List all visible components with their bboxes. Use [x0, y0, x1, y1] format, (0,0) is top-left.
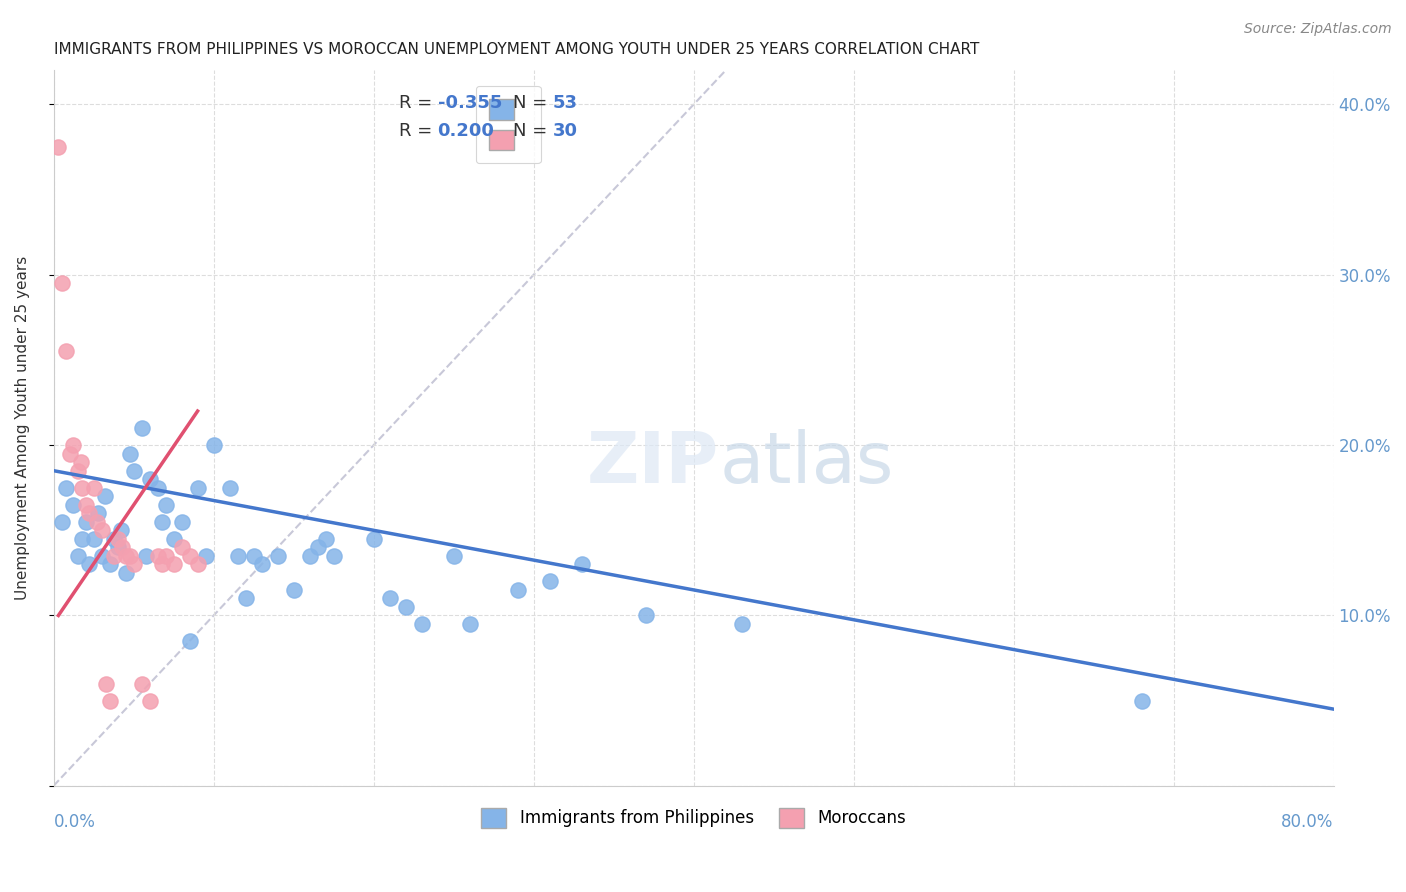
Point — [110, 524, 132, 538]
Point — [55, 481, 77, 495]
Point — [242, 549, 264, 563]
Point — [162, 558, 184, 572]
Point — [72, 532, 94, 546]
Point — [394, 599, 416, 614]
Point — [66, 549, 89, 563]
Text: R =: R = — [399, 122, 437, 140]
Point — [90, 549, 112, 563]
Y-axis label: Unemployment Among Youth under 25 years: Unemployment Among Youth under 25 years — [15, 256, 30, 600]
Text: 0.0%: 0.0% — [53, 813, 96, 831]
Point — [87, 506, 110, 520]
Point — [122, 464, 145, 478]
Point — [1130, 693, 1153, 707]
Text: 80.0%: 80.0% — [1281, 813, 1334, 831]
Point — [458, 617, 481, 632]
Point — [179, 634, 201, 648]
Point — [179, 549, 201, 563]
Text: N =: N = — [513, 122, 553, 140]
Point — [135, 549, 157, 563]
Point — [122, 558, 145, 572]
Point — [120, 447, 142, 461]
Text: 0.200: 0.200 — [437, 122, 495, 140]
Text: 30: 30 — [553, 122, 578, 140]
Point — [107, 532, 129, 546]
Point — [96, 676, 118, 690]
Point — [315, 532, 337, 546]
Text: atlas: atlas — [720, 429, 894, 499]
Point — [194, 549, 217, 563]
Point — [98, 693, 121, 707]
Point — [235, 591, 257, 606]
Point — [152, 558, 174, 572]
Point — [250, 558, 273, 572]
Point — [363, 532, 385, 546]
Point — [59, 447, 82, 461]
Point — [571, 558, 593, 572]
Point — [138, 472, 160, 486]
Point — [48, 140, 70, 154]
Point — [72, 481, 94, 495]
Point — [155, 498, 177, 512]
Point — [298, 549, 321, 563]
Point — [266, 549, 288, 563]
Point — [730, 617, 752, 632]
Point — [51, 277, 73, 291]
Point — [51, 515, 73, 529]
Point — [411, 617, 433, 632]
Point — [90, 524, 112, 538]
Point — [75, 498, 97, 512]
Point — [283, 582, 305, 597]
Point — [218, 481, 240, 495]
Text: Source: ZipAtlas.com: Source: ZipAtlas.com — [1244, 22, 1392, 37]
Point — [103, 532, 125, 546]
Point — [170, 515, 193, 529]
Point — [103, 549, 125, 563]
Point — [162, 532, 184, 546]
Point — [226, 549, 249, 563]
Point — [69, 455, 91, 469]
Point — [138, 693, 160, 707]
Text: IMMIGRANTS FROM PHILIPPINES VS MOROCCAN UNEMPLOYMENT AMONG YOUTH UNDER 25 YEARS : IMMIGRANTS FROM PHILIPPINES VS MOROCCAN … — [53, 42, 979, 57]
Point — [120, 549, 142, 563]
Legend: Immigrants from Philippines, Moroccans: Immigrants from Philippines, Moroccans — [475, 801, 912, 835]
Point — [98, 558, 121, 572]
Point — [146, 481, 169, 495]
Point — [131, 676, 153, 690]
Point — [107, 541, 129, 555]
Point — [506, 582, 529, 597]
Point — [634, 608, 657, 623]
Point — [55, 344, 77, 359]
Text: ZIP: ZIP — [586, 429, 720, 499]
Point — [155, 549, 177, 563]
Text: R =: R = — [399, 94, 437, 112]
Point — [111, 541, 134, 555]
Point — [378, 591, 401, 606]
Point — [77, 558, 100, 572]
Text: 53: 53 — [553, 94, 578, 112]
Text: -0.355: -0.355 — [437, 94, 502, 112]
Point — [187, 481, 209, 495]
Point — [131, 421, 153, 435]
Point — [114, 566, 136, 580]
Text: N =: N = — [513, 94, 553, 112]
Point — [187, 558, 209, 572]
Point — [83, 532, 105, 546]
Point — [538, 574, 561, 589]
Point — [443, 549, 465, 563]
Point — [202, 438, 225, 452]
Point — [62, 498, 84, 512]
Point — [170, 541, 193, 555]
Point — [152, 515, 174, 529]
Point — [66, 464, 89, 478]
Point — [83, 481, 105, 495]
Point — [114, 549, 136, 563]
Point — [146, 549, 169, 563]
Point — [77, 506, 100, 520]
Point — [94, 489, 117, 503]
Point — [75, 515, 97, 529]
Point — [307, 541, 329, 555]
Point — [322, 549, 344, 563]
Point — [62, 438, 84, 452]
Point — [86, 515, 108, 529]
